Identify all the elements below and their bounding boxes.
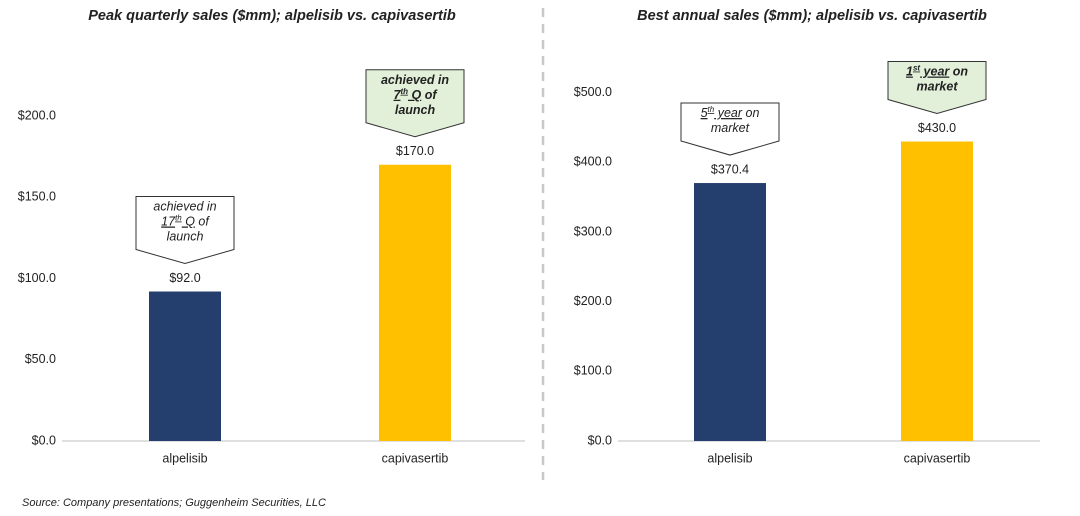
y-tick-label: $500.0 [574, 85, 612, 99]
y-tick-label: $0.0 [32, 433, 56, 447]
annotation-segment: on [949, 65, 968, 79]
annotation-box [135, 196, 235, 265]
bar [901, 141, 973, 442]
y-tick-label: $100.0 [574, 364, 612, 378]
bar [694, 183, 766, 442]
annotation-box [365, 69, 465, 138]
annotation-segment: achieved in [381, 73, 449, 87]
annotation-text: market [917, 80, 959, 94]
y-tick-label: $400.0 [574, 155, 612, 169]
chart-title: Best annual sales ($mm); alpelisib vs. c… [637, 8, 987, 24]
annotation-text: 5th year on [701, 105, 760, 121]
annotation-segment: Q [182, 215, 195, 229]
annotation-text: launch [167, 230, 204, 244]
annotation-segment: achieved in [153, 200, 216, 214]
y-tick-label: $150.0 [18, 190, 56, 204]
annotation-segment: year [920, 65, 950, 79]
annotation-segment: st [913, 63, 920, 72]
annotation-text: 7th Q of [394, 86, 439, 102]
annotation-segment: of [195, 215, 210, 229]
value-label: $370.4 [711, 162, 749, 176]
source-note: Source: Company presentations; Guggenhei… [22, 497, 326, 509]
bar [149, 291, 221, 441]
x-tick-label: alpelisib [162, 451, 207, 465]
annotation-text: achieved in [153, 200, 216, 214]
y-tick-label: $50.0 [25, 352, 56, 366]
annotation-segment: year [714, 106, 743, 120]
annotation-segment: market [917, 80, 959, 94]
annotation-segment: Q [408, 88, 421, 102]
y-tick-label: $0.0 [588, 433, 612, 447]
y-tick-label: $200.0 [18, 108, 56, 122]
x-tick-label: alpelisib [707, 451, 752, 465]
annotation-box [680, 102, 780, 156]
y-tick-label: $100.0 [18, 271, 56, 285]
annotation-segment: 5 [701, 106, 708, 120]
bar [379, 164, 451, 441]
value-label: $170.0 [396, 144, 434, 158]
annotation-text: 17th Q of [161, 213, 210, 229]
value-label: $430.0 [918, 121, 956, 135]
annotation-segment: of [421, 88, 438, 102]
annotation-segment: th [708, 105, 715, 114]
annotation-text: 1st year on [906, 63, 968, 79]
annotation-box [887, 61, 987, 115]
annotation-segment: launch [395, 103, 436, 117]
annotation-segment: th [175, 213, 182, 222]
annotation-segment: launch [167, 230, 204, 244]
y-tick-label: $300.0 [574, 224, 612, 238]
y-tick-label: $200.0 [574, 294, 612, 308]
annotation-text: market [711, 121, 750, 135]
annotation-segment: 7 [394, 88, 402, 102]
chart-title: Peak quarterly sales ($mm); alpelisib vs… [88, 8, 456, 24]
annotation-segment: 1 [906, 65, 913, 79]
value-label: $92.0 [169, 271, 200, 285]
annotation-segment: market [711, 121, 750, 135]
x-tick-label: capivasertib [382, 451, 449, 465]
x-tick-label: capivasertib [904, 451, 971, 465]
annotation-text: achieved in [381, 73, 449, 87]
annotation-segment: 17 [161, 215, 176, 229]
annotation-segment: on [742, 106, 759, 120]
annotation-segment: th [400, 86, 408, 95]
annotation-text: launch [395, 103, 436, 117]
